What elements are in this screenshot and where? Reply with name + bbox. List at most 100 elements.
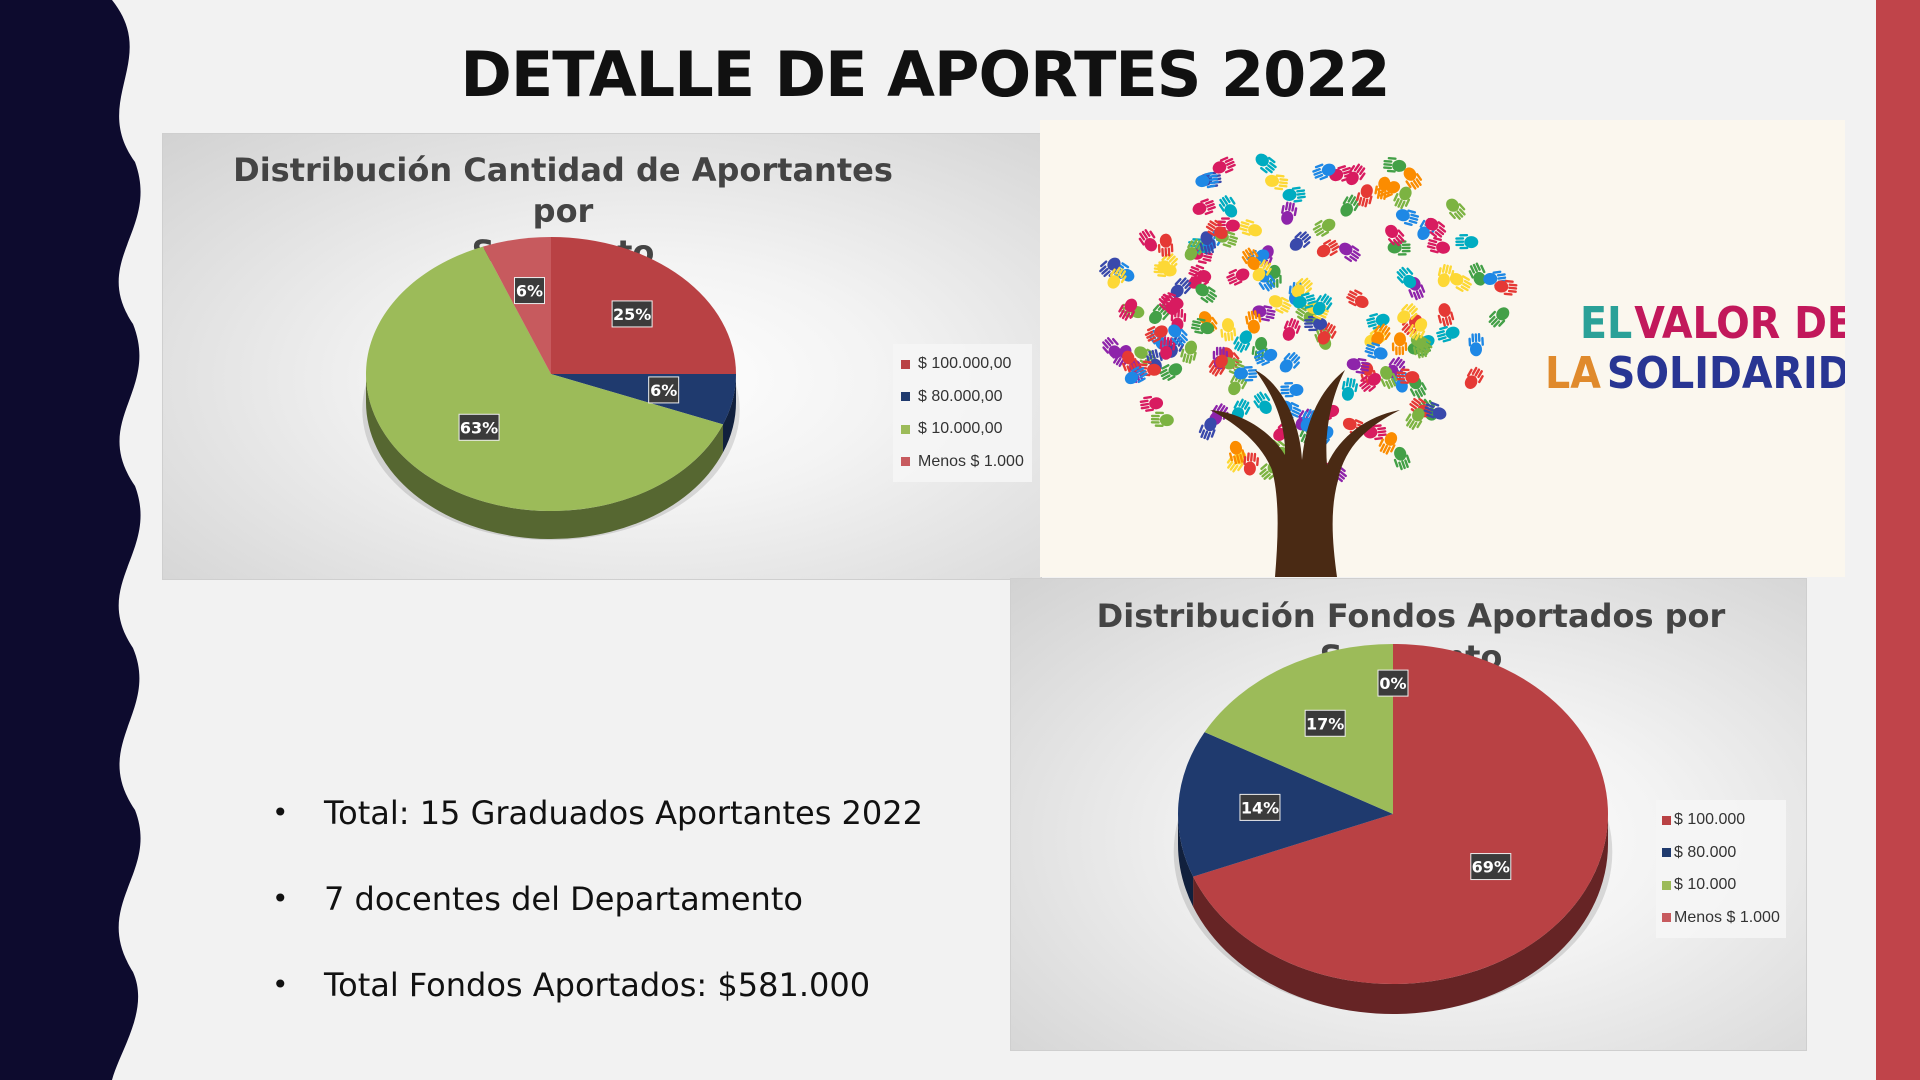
pie-chart-aportantes: 25% 6% 63% 6% <box>362 237 740 541</box>
hand-print-icon <box>1144 325 1168 343</box>
pie-slice-side <box>1193 814 1608 1014</box>
hand-print-icon <box>1366 313 1390 330</box>
hand-print-icon <box>1180 340 1197 364</box>
data-label-text: 0% <box>1379 674 1406 693</box>
data-label: 63% <box>458 413 500 441</box>
hand-print-icon <box>1281 201 1298 225</box>
hand-print-icon <box>1238 219 1262 237</box>
legend-label: Menos $ 1.000 <box>918 452 1024 470</box>
hand-print-icon <box>1241 247 1260 271</box>
chart-title-line: Distribución Fondos Aportados por <box>1096 597 1726 635</box>
hand-print-icon <box>1316 239 1340 258</box>
hand-print-icon <box>1339 242 1361 263</box>
hand-print-icon <box>1199 231 1217 255</box>
data-label-text: 63% <box>460 418 498 437</box>
legend-item: $ 100.000,00 <box>901 348 1024 381</box>
chart-panel-aportantes: Distribución Cantidad de Aportantes por … <box>162 133 1042 580</box>
legend-label: $ 100.000 <box>1674 811 1746 829</box>
chart-title-line: Distribución Cantidad de Aportantes por <box>233 151 893 230</box>
data-label-text: 14% <box>1241 798 1279 817</box>
data-label-text: 6% <box>516 282 543 301</box>
data-label-text: 25% <box>613 305 651 324</box>
hand-print-icon <box>1449 273 1472 292</box>
hand-print-icon <box>1292 292 1317 309</box>
data-label: 14% <box>1239 793 1281 821</box>
bullet-text: Total Fondos Aportados: $581.000 <box>324 966 871 1004</box>
data-label-text: 69% <box>1472 858 1510 877</box>
hand-print-icon <box>1268 295 1292 314</box>
hand-print-icon <box>1190 317 1215 335</box>
right-accent-bar <box>1876 0 1920 1080</box>
hand-print-icon <box>1282 186 1306 203</box>
hand-print-icon <box>1312 163 1336 181</box>
hand-print-icon <box>1376 181 1401 199</box>
hand-print-icon <box>1455 233 1479 250</box>
hand-print-icon <box>1160 292 1184 310</box>
summary-bullet-list: • Total: 15 Graduados Aportantes 2022 • 7 … <box>272 792 923 1050</box>
hand-print-icon <box>1234 366 1258 382</box>
hand-print-icon <box>1265 174 1289 191</box>
hand-print-icon <box>1393 446 1411 471</box>
hand-print-icon <box>1385 224 1405 247</box>
hand-print-icon <box>1395 209 1420 226</box>
hand-print-icon <box>1446 198 1466 220</box>
hand-print-icon <box>1124 366 1148 385</box>
hand-print-icon <box>1198 417 1217 441</box>
hand-print-icon <box>1464 366 1484 389</box>
hand-print-icon <box>1228 440 1246 465</box>
legend-item: Menos $ 1.000 <box>901 446 1024 479</box>
hand-print-icon <box>1393 186 1412 210</box>
hand-print-icon <box>1289 231 1312 251</box>
hand-print-icon <box>1356 184 1373 208</box>
hand-print-icon <box>1425 217 1447 238</box>
legend-swatch <box>901 457 910 467</box>
hand-print-icon <box>1312 293 1333 316</box>
data-label: 6% <box>514 277 546 305</box>
data-label-box <box>1470 853 1512 881</box>
data-label-box <box>1239 793 1281 821</box>
image-text-line2: LASOLIDARIDAD <box>1545 348 1845 399</box>
legend-swatch <box>1662 848 1671 858</box>
hand-print-icon <box>1212 156 1236 174</box>
hand-print-icon <box>1279 352 1301 373</box>
data-label: 6% <box>648 376 680 404</box>
legend-item: Menos $ 1.000 <box>1662 902 1780 935</box>
hand-print-icon <box>1208 354 1228 377</box>
hand-print-icon <box>1378 432 1398 455</box>
legend-item: $ 100.000 <box>1662 804 1780 837</box>
hand-print-icon <box>1312 218 1336 237</box>
legend-item: $ 80.000 <box>1662 837 1780 870</box>
hand-print-icon <box>1291 277 1313 298</box>
tree-trunk <box>1210 370 1400 577</box>
hand-print-icon <box>1396 266 1417 289</box>
legend-swatch <box>1662 913 1671 923</box>
data-label-box <box>1304 709 1346 737</box>
data-label: 17% <box>1304 709 1346 737</box>
hand-print-icon <box>1380 366 1398 390</box>
bullet-text: 7 docentes del Departamento <box>324 880 803 918</box>
hand-print-icon <box>1346 357 1370 375</box>
chart-legend-aportantes: $ 100.000,00 $ 80.000,00 $ 10.000,00 Men… <box>893 344 1032 482</box>
hand-print-icon <box>1468 333 1484 357</box>
hand-print-icon <box>1218 195 1238 218</box>
legend-swatch <box>901 392 910 402</box>
pie-slice <box>1193 644 1608 984</box>
legend-item: $ 10.000,00 <box>901 413 1024 446</box>
hand-print-icon <box>1364 342 1388 360</box>
hand-print-icon <box>1243 452 1260 476</box>
bullet-text: Total: 15 Graduados Aportantes 2022 <box>324 794 923 832</box>
hand-print-icon <box>1405 407 1425 430</box>
hand-print-icon <box>1159 336 1176 360</box>
pie-slice <box>365 246 724 512</box>
hand-print-icon <box>1436 325 1460 343</box>
data-label: 25% <box>611 300 653 328</box>
hand-print-icon <box>1346 163 1366 186</box>
data-label: 0% <box>1377 669 1409 697</box>
data-label-box <box>514 277 546 305</box>
pie-slice <box>1178 732 1393 877</box>
pie-slice-side <box>1178 814 1194 907</box>
data-label-text: 17% <box>1306 714 1344 733</box>
pie-slice <box>1204 644 1393 814</box>
data-label-box <box>611 300 653 328</box>
